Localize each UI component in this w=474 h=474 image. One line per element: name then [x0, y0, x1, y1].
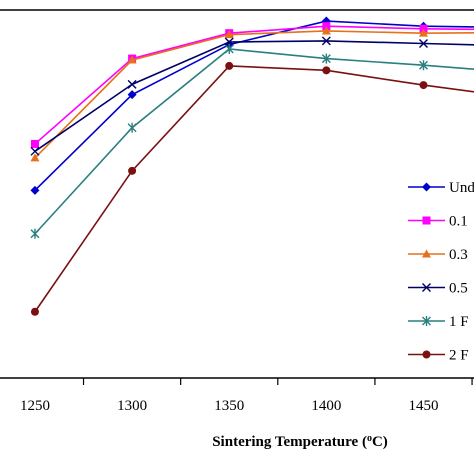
- series-layer: [30, 16, 474, 316]
- x-axis-title: Sintering Temperature (oC): [212, 433, 388, 451]
- data-point: [127, 79, 137, 89]
- x-tick-label: 1400: [311, 398, 341, 414]
- legend-item: 0.1: [408, 214, 468, 230]
- data-point: [225, 61, 234, 70]
- legend-label: 1 F: [449, 314, 469, 330]
- legend-label: Und: [449, 180, 474, 196]
- data-point: [30, 307, 39, 316]
- legend: Und 0.1 0.3 0.5 1 F 2 F: [408, 180, 474, 364]
- series-line: [34, 30, 474, 159]
- legend-label: 2 F: [449, 348, 469, 364]
- data-point: [30, 185, 40, 195]
- x-axis-title-sup: o: [367, 433, 372, 444]
- legend-swatch-marker: [422, 283, 431, 292]
- data-point: [418, 38, 428, 48]
- data-point: [127, 122, 137, 133]
- x-tick-label: 1350: [214, 398, 244, 414]
- data-point: [127, 90, 137, 100]
- legend-item: 2 F: [408, 348, 469, 364]
- data-point: [321, 53, 331, 64]
- legend-swatch-marker: [422, 350, 431, 359]
- data-point: [418, 28, 428, 37]
- legend-label: 0.3: [449, 247, 468, 263]
- data-point: [418, 60, 428, 71]
- series-line: [34, 65, 474, 313]
- x-tick-label: 1300: [117, 398, 147, 414]
- legend-item: 0.3: [408, 247, 468, 263]
- legend-label: 0.5: [449, 281, 468, 297]
- data-point: [30, 146, 40, 156]
- data-point: [30, 228, 40, 239]
- x-axis-title-suffix: C): [372, 434, 388, 450]
- data-point: [419, 81, 428, 90]
- data-point: [321, 36, 331, 46]
- data-point: [321, 26, 331, 35]
- series-3: [30, 26, 474, 162]
- data-point: [224, 44, 234, 55]
- series-line: [34, 48, 474, 235]
- data-point: [322, 22, 331, 31]
- x-tick-label: 1450: [408, 398, 438, 414]
- series-line: [34, 40, 474, 152]
- plot-area: [0, 9, 474, 379]
- legend-swatch-marker: [422, 216, 431, 225]
- series-6: [30, 61, 474, 316]
- data-point: [127, 55, 137, 64]
- x-tick-label: 1250: [20, 398, 50, 414]
- legend-swatch-marker: [422, 249, 431, 258]
- legend-item: 1 F: [408, 314, 469, 330]
- data-point: [224, 37, 234, 47]
- legend-item: 0.5: [408, 281, 468, 297]
- series-line: [34, 25, 474, 145]
- legend-label: 0.1: [449, 214, 468, 230]
- series-5: [30, 44, 474, 239]
- data-point: [322, 66, 331, 75]
- data-point: [30, 153, 40, 162]
- data-point: [30, 139, 39, 148]
- legend-item: Und: [408, 180, 474, 196]
- series-4: [30, 36, 474, 156]
- data-point: [224, 30, 234, 39]
- data-point: [128, 166, 137, 175]
- legend-swatch-marker: [422, 182, 431, 192]
- x-axis-ticks: 1250 1300 1350 1400 1450: [20, 378, 473, 414]
- x-axis-title-main: Sintering Temperature (: [212, 434, 367, 450]
- legend-swatch-marker: [422, 316, 431, 326]
